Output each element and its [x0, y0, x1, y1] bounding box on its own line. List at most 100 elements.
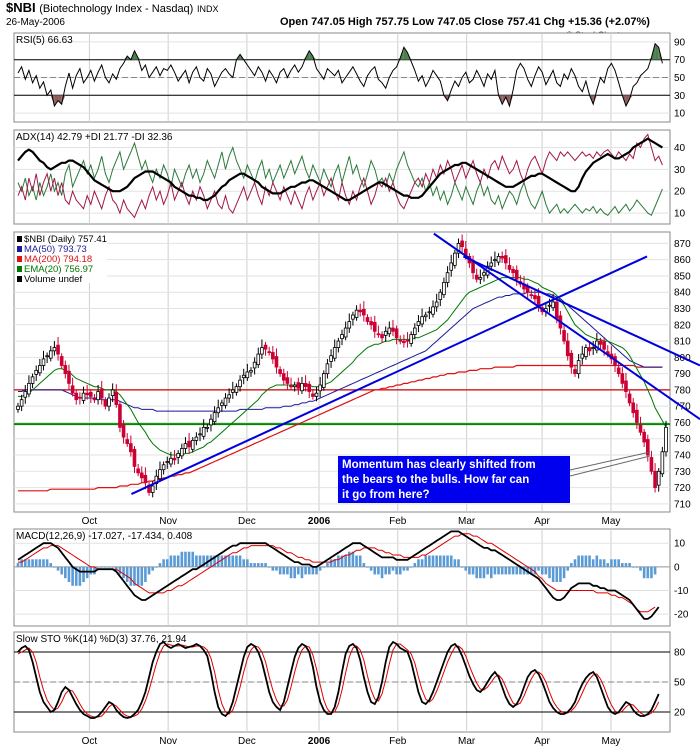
- macd-histogram-bar: [340, 555, 344, 567]
- candle-body: [96, 391, 100, 401]
- ma50-legend: MA(50) 793.73: [24, 244, 87, 255]
- candle-body: [56, 344, 60, 355]
- candle-body: [402, 340, 406, 344]
- candle-body: [645, 439, 650, 456]
- candle-body: [533, 295, 537, 300]
- macd-histogram-bar: [318, 566, 322, 571]
- minus-di-line: [17, 133, 663, 219]
- macd-histogram-bar: [165, 559, 169, 567]
- x-axis-label: Oct: [82, 516, 98, 527]
- candle-body: [383, 330, 388, 336]
- candle-body: [256, 353, 261, 366]
- macd-histogram-bar: [271, 566, 275, 571]
- candle-body: [362, 308, 366, 316]
- macd-histogram-bar: [224, 555, 227, 567]
- macd-histogram-bar: [202, 555, 205, 567]
- macd-histogram-bar: [260, 563, 264, 567]
- candle-body: [307, 383, 312, 392]
- rsi-oversold-fill: [54, 95, 59, 106]
- macd-histogram-bar: [482, 566, 486, 579]
- price-tick-label: 810: [674, 337, 691, 348]
- candle-body: [423, 314, 428, 318]
- candle-body: [638, 424, 643, 433]
- price-tick-label: 850: [674, 271, 691, 282]
- rsi-tick-label: 70: [674, 55, 686, 66]
- ma200-legend: MA(200) 794.18: [24, 254, 92, 265]
- candle-body: [365, 317, 370, 322]
- sto-d-line: [17, 643, 660, 718]
- macd-histogram-bar: [409, 566, 413, 568]
- macd-signal-line: [18, 533, 656, 613]
- macd-histogram-bar: [479, 566, 482, 579]
- macd-histogram-bar: [431, 555, 435, 567]
- macd-histogram-bar: [540, 566, 544, 575]
- candle-body: [289, 385, 293, 388]
- macd-histogram-bar: [67, 566, 71, 582]
- candle-body: [449, 262, 454, 271]
- macd-histogram-bar: [395, 566, 398, 575]
- macd-histogram-bar: [639, 566, 642, 571]
- macd-histogram-bar: [577, 555, 580, 567]
- candle-body: [376, 333, 381, 336]
- legend-bg: [15, 233, 107, 283]
- macd-histogram-bar: [220, 555, 224, 567]
- candle-body: [460, 240, 464, 248]
- x-axis-label-bottom: Oct: [82, 736, 98, 747]
- ema20-legend-swatch: [17, 266, 22, 272]
- macd-histogram-bar: [504, 566, 508, 575]
- macd-histogram-bar: [515, 566, 519, 575]
- candle-body: [241, 374, 246, 379]
- macd-histogram-bar: [293, 566, 296, 579]
- candle-body: [649, 457, 654, 472]
- ema20-legend: EMA(20) 756.97: [24, 264, 93, 275]
- macd-histogram-bar: [624, 563, 628, 567]
- candle-body: [139, 472, 144, 479]
- candle-body: [274, 356, 279, 368]
- price-tick-label: 790: [674, 369, 691, 380]
- macd-histogram-bar: [584, 555, 588, 567]
- macd-histogram-bar: [151, 566, 154, 571]
- sto-tick-label: 20: [674, 708, 686, 719]
- candle-body: [569, 352, 574, 368]
- macd-histogram-bar: [42, 559, 45, 567]
- candle-body: [354, 309, 359, 318]
- x-axis-label: Feb: [389, 516, 407, 527]
- candle-body: [303, 382, 308, 388]
- x-axis-label: Apr: [534, 516, 550, 527]
- macd-histogram-bar: [337, 555, 340, 567]
- candle-body: [493, 259, 497, 262]
- candle-body: [656, 470, 661, 486]
- candle-body: [482, 272, 486, 276]
- candle-body: [136, 468, 140, 474]
- macd-label: MACD(12,26,9) -17.027, -17.434, 0.408: [16, 531, 193, 542]
- macd-histogram-bar: [133, 566, 136, 586]
- candle-body: [158, 469, 162, 480]
- macd-histogram-bar: [442, 555, 446, 567]
- candle-body: [325, 363, 330, 375]
- macd-histogram-bar: [253, 563, 256, 567]
- price-tick-label: 860: [674, 255, 691, 266]
- candle-body: [249, 369, 253, 373]
- macd-histogram-bar: [347, 551, 351, 567]
- macd-histogram-bar: [289, 566, 293, 579]
- candle-body: [562, 330, 566, 342]
- macd-histogram-bar: [449, 555, 453, 567]
- x-axis-label-bottom: May: [602, 736, 621, 747]
- trendline: [433, 232, 700, 421]
- macd-histogram-bar: [144, 566, 147, 582]
- sto-label: Slow STO %K(14) %D(3) 37.76, 21.94: [16, 634, 187, 645]
- macd-histogram-bar: [195, 555, 198, 567]
- macd-histogram-bar: [235, 555, 238, 567]
- macd-histogram-bar: [548, 566, 551, 579]
- candle-body: [602, 341, 606, 350]
- macd-histogram-bar: [631, 566, 635, 568]
- candle-body: [500, 256, 504, 259]
- macd-histogram-bar: [453, 559, 457, 567]
- macd-histogram-bar: [53, 566, 56, 568]
- annotation-leader: [569, 455, 651, 477]
- candle-body: [504, 255, 508, 264]
- macd-histogram-bar: [198, 555, 202, 567]
- price-tick-label: 780: [674, 385, 691, 396]
- candle-body: [416, 321, 421, 327]
